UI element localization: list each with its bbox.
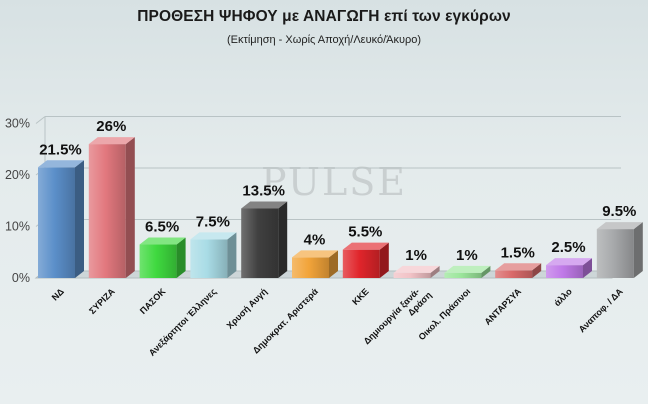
y-tick-label: 20% (5, 168, 30, 182)
bar (292, 250, 338, 278)
bar-top (190, 232, 237, 240)
bar-side (125, 137, 135, 278)
bar (190, 232, 237, 278)
bar-top (88, 137, 135, 145)
bar-top (393, 265, 440, 273)
bar-side (430, 265, 440, 278)
data-label: 26% (96, 118, 126, 135)
bar-top (495, 263, 542, 271)
data-label: 21.5% (39, 141, 82, 158)
data-label: 1.5% (501, 244, 535, 261)
bar-top (38, 160, 84, 168)
bar-front (139, 244, 177, 278)
x-tick-label: Χρυσή Αυγή (225, 286, 269, 330)
bar-side (227, 232, 237, 278)
data-label: 5.5% (348, 224, 382, 241)
bar-top (546, 258, 592, 266)
data-label: 9.5% (602, 203, 636, 220)
x-tick-label: ΣΥΡΙΖΑ (87, 286, 117, 316)
bar-top (444, 265, 491, 273)
bar-front (444, 272, 482, 278)
data-label: 1% (456, 247, 478, 264)
bar-front (342, 249, 380, 278)
bar (495, 263, 542, 278)
y-tick-label: 10% (5, 220, 30, 234)
bar-top (139, 237, 186, 245)
bar (241, 201, 288, 278)
bar (546, 258, 592, 278)
bar (596, 222, 643, 278)
x-tick-label: ΚΚΕ (350, 286, 371, 307)
bar-top (292, 250, 338, 258)
bar-front (38, 167, 75, 278)
data-label: 4% (304, 231, 326, 248)
bar (139, 237, 186, 278)
bar-side (75, 160, 84, 278)
data-label: 7.5% (196, 213, 230, 230)
bar (88, 137, 135, 278)
x-tick-label: Αναποφ. / ΔΑ (577, 286, 625, 334)
bar-front (495, 270, 533, 278)
bar-front (393, 272, 431, 278)
bar-side (278, 201, 288, 278)
bar-side (583, 258, 592, 278)
chart-title: ΠΡΟΘΕΣΗ ΨΗΦΟΥ με ΑΝΑΓΩΓΗ επί των εγκύρων (137, 8, 511, 25)
x-tick-label: ΝΔ (50, 286, 67, 303)
data-label: 2.5% (551, 239, 585, 256)
bar-side (329, 250, 338, 278)
watermark-text: PULSE (261, 160, 407, 204)
bar-top (342, 242, 389, 250)
data-label: 6.5% (145, 219, 179, 236)
gridline-side (35, 116, 46, 124)
bar-top (241, 201, 288, 209)
bar (342, 242, 389, 278)
bar-side (176, 237, 186, 278)
bar (38, 160, 84, 278)
data-label: 1% (405, 247, 427, 264)
bar-top (596, 222, 643, 230)
x-tick-label: άλλο (552, 286, 574, 308)
bar-front (546, 265, 583, 278)
bar-front (190, 239, 228, 278)
x-tick-label: ΑΝΤΑΡΣΥΑ (483, 286, 524, 327)
bar-front (241, 208, 279, 278)
chart-subtitle: (Εκτίμηση - Χωρίς Αποχή/Λευκό/Άκυρο) (226, 34, 422, 46)
bar (444, 265, 491, 278)
y-tick-label: 30% (5, 117, 30, 131)
x-tick-label: Δημιουργία ξανά-Δράση (362, 282, 434, 354)
bar-side (481, 265, 491, 278)
data-label: 13.5% (242, 182, 285, 199)
bar (393, 265, 440, 278)
bar-side (633, 222, 643, 278)
y-tick-label: 0% (12, 271, 30, 285)
bar-side (532, 263, 542, 278)
bar-front (88, 144, 126, 278)
x-tick-label: ΠΑΣΟΚ (138, 286, 168, 316)
bar-front (596, 229, 634, 278)
bar-front (292, 257, 329, 278)
bar-side (379, 242, 389, 278)
